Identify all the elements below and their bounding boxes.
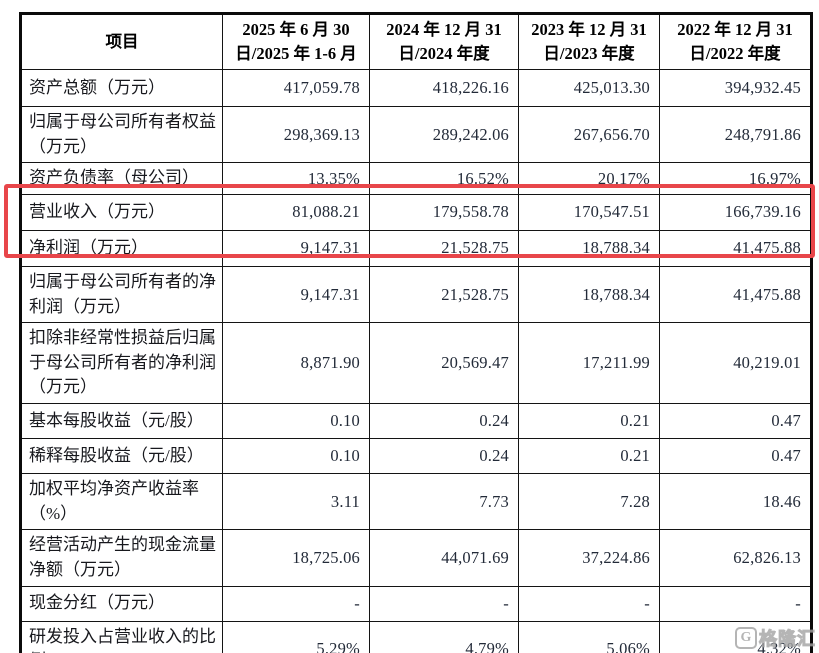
value-cell: 418,226.16 xyxy=(369,69,519,107)
row-basic-eps: 基本每股收益（元/股） 0.10 0.24 0.21 0.47 xyxy=(20,403,812,440)
row-diluted-eps: 稀释每股收益（元/股） 0.10 0.24 0.21 0.47 xyxy=(20,438,812,475)
value-cell: 16.97% xyxy=(659,162,812,195)
column-header-period-2024: 2024 年 12 月 31 日/2024 年度 xyxy=(369,13,519,70)
value-cell: 20.17% xyxy=(518,162,660,195)
value-cell: 0.47 xyxy=(659,403,812,440)
value-cell: 7.28 xyxy=(518,473,660,531)
row-label: 营业收入（万元） xyxy=(20,193,223,231)
value-cell: 0.21 xyxy=(518,438,660,475)
value-cell: 0.21 xyxy=(518,403,660,440)
row-net-profit-excl-non-recurring: 扣除非经常性损益后归属于母公司所有者的净利润（万元） 8,871.90 20,5… xyxy=(20,322,812,405)
gelonghui-logo-icon: G xyxy=(735,627,757,649)
row-debt-ratio-parent: 资产负债率（母公司） 13.35% 16.52% 20.17% 16.97% xyxy=(20,162,812,195)
value-cell: 44,071.69 xyxy=(369,529,519,587)
value-cell: - xyxy=(659,585,812,622)
row-rd-expense-ratio: 研发投入占营业收入的比例 5.29% 4.79% 5.06% 4.32% xyxy=(20,620,812,653)
value-cell: - xyxy=(222,585,370,622)
row-label: 归属于母公司所有者的净利润（万元） xyxy=(20,265,223,324)
column-header-period-2023: 2023 年 12 月 31 日/2023 年度 xyxy=(518,13,660,70)
row-cash-dividend: 现金分红（万元） - - - - xyxy=(20,585,812,622)
value-cell: 20,569.47 xyxy=(369,322,519,405)
value-cell: 5.29% xyxy=(222,620,370,653)
value-cell: 41,475.88 xyxy=(659,229,812,267)
value-cell: 16.52% xyxy=(369,162,519,195)
value-cell: 9,147.31 xyxy=(222,265,370,324)
value-cell: 179,558.78 xyxy=(369,193,519,231)
row-weighted-avg-roe: 加权平均净资产收益率（%） 3.11 7.73 7.28 18.46 xyxy=(20,473,812,531)
value-cell: 9,147.31 xyxy=(222,229,370,267)
row-label: 经营活动产生的现金流量净额（万元） xyxy=(20,529,223,587)
value-cell: 40,219.01 xyxy=(659,322,812,405)
value-cell: - xyxy=(518,585,660,622)
value-cell: 166,739.16 xyxy=(659,193,812,231)
header-row: 项目 2025 年 6 月 30 日/2025 年 1-6 月 2024 年 1… xyxy=(20,13,812,70)
row-net-profit: 净利润（万元） 9,147.31 21,528.75 18,788.34 41,… xyxy=(20,229,812,267)
row-operating-cash-flow: 经营活动产生的现金流量净额（万元） 18,725.06 44,071.69 37… xyxy=(20,529,812,587)
value-cell: 425,013.30 xyxy=(518,69,660,107)
watermark-brand-text: 格隆汇 xyxy=(759,629,816,650)
financial-summary-table: 项目 2025 年 6 月 30 日/2025 年 1-6 月 2024 年 1… xyxy=(19,12,813,653)
row-label: 资产负债率（母公司） xyxy=(20,162,223,195)
value-cell: 298,369.13 xyxy=(222,105,370,164)
value-cell: 248,791.86 xyxy=(659,105,812,164)
row-label: 稀释每股收益（元/股） xyxy=(20,438,223,475)
row-equity-attributable-to-parent: 归属于母公司所有者权益（万元） 298,369.13 289,242.06 26… xyxy=(20,105,812,164)
value-cell: 0.24 xyxy=(369,438,519,475)
value-cell: 18.46 xyxy=(659,473,812,531)
value-cell: 0.47 xyxy=(659,438,812,475)
value-cell: 17,211.99 xyxy=(518,322,660,405)
value-cell: 41,475.88 xyxy=(659,265,812,324)
row-total-assets: 资产总额（万元） 417,059.78 418,226.16 425,013.3… xyxy=(20,69,812,107)
value-cell: 267,656.70 xyxy=(518,105,660,164)
value-cell: 170,547.51 xyxy=(518,193,660,231)
value-cell: 5.06% xyxy=(518,620,660,653)
row-label: 资产总额（万元） xyxy=(20,69,223,107)
value-cell: 4.79% xyxy=(369,620,519,653)
value-cell: 18,788.34 xyxy=(518,265,660,324)
column-header-period-2025: 2025 年 6 月 30 日/2025 年 1-6 月 xyxy=(222,13,370,70)
value-cell: 0.24 xyxy=(369,403,519,440)
value-cell: 0.10 xyxy=(222,403,370,440)
row-label: 现金分红（万元） xyxy=(20,585,223,622)
row-label: 基本每股收益（元/股） xyxy=(20,403,223,440)
value-cell: 3.11 xyxy=(222,473,370,531)
row-label: 归属于母公司所有者权益（万元） xyxy=(20,105,223,164)
gelonghui-watermark: G 格隆汇 xyxy=(735,625,816,651)
value-cell: 37,224.86 xyxy=(518,529,660,587)
row-net-profit-attributable-to-parent: 归属于母公司所有者的净利润（万元） 9,147.31 21,528.75 18,… xyxy=(20,265,812,324)
row-label: 扣除非经常性损益后归属于母公司所有者的净利润（万元） xyxy=(20,322,223,405)
value-cell: 8,871.90 xyxy=(222,322,370,405)
value-cell: 0.10 xyxy=(222,438,370,475)
row-label: 研发投入占营业收入的比例 xyxy=(20,620,223,653)
value-cell: 394,932.45 xyxy=(659,69,812,107)
value-cell: 7.73 xyxy=(369,473,519,531)
value-cell: 21,528.75 xyxy=(369,265,519,324)
value-cell: 289,242.06 xyxy=(369,105,519,164)
row-label: 净利润（万元） xyxy=(20,229,223,267)
row-label: 加权平均净资产收益率（%） xyxy=(20,473,223,531)
row-operating-revenue: 营业收入（万元） 81,088.21 179,558.78 170,547.51… xyxy=(20,193,812,231)
value-cell: - xyxy=(369,585,519,622)
value-cell: 18,788.34 xyxy=(518,229,660,267)
value-cell: 13.35% xyxy=(222,162,370,195)
column-header-period-2022: 2022 年 12 月 31 日/2022 年度 xyxy=(659,13,812,70)
value-cell: 417,059.78 xyxy=(222,69,370,107)
value-cell: 81,088.21 xyxy=(222,193,370,231)
column-header-item: 项目 xyxy=(20,13,223,70)
value-cell: 21,528.75 xyxy=(369,229,519,267)
value-cell: 62,826.13 xyxy=(659,529,812,587)
value-cell: 18,725.06 xyxy=(222,529,370,587)
